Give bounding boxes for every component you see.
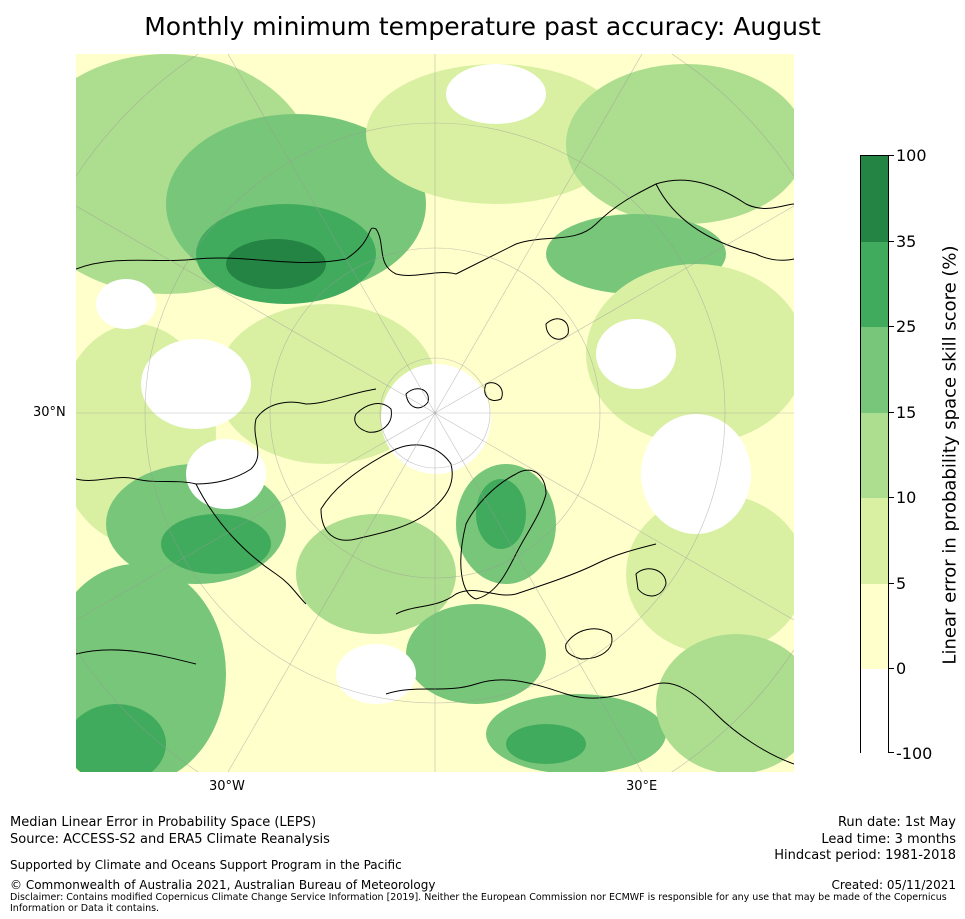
colorbar-label-15: 15 [896,403,917,422]
colorbar-tick [889,155,894,156]
footer-leps: Median Linear Error in Probability Space… [10,815,317,830]
footer-hindcast: Hindcast period: 1981-2018 [774,848,956,863]
footer-lead-time: Lead time: 3 months [821,832,956,847]
colorbar-label-25: 25 [896,317,917,336]
colorbar-label-10: 10 [896,488,917,507]
colorbar-seg-15-25 [861,327,888,413]
colorbar-tick [889,583,894,584]
colorbar-seg-10-15 [861,413,888,498]
colorbar-seg-0-5 [861,584,888,669]
colorbar-label-neg100: -100 [896,744,933,763]
footer-copyright: © Commonwealth of Australia 2021, Austra… [10,878,436,892]
colorbar-tick [889,497,894,498]
colorbar-tick [889,241,894,242]
polar-skill-map[interactable] [76,54,794,772]
colorbar-label-0: 0 [896,659,907,678]
colorbar-tick [889,752,894,753]
colorbar-title: Linear error in probability space skill … [939,245,961,665]
colorbar-tick [889,326,894,327]
colorbar-label-100: 100 [896,146,927,165]
chart-title: Monthly minimum temperature past accurac… [144,12,821,41]
graticule [76,54,794,772]
colorbar-label-5: 5 [896,574,907,593]
footer-created: Created: 05/11/2021 [831,878,956,892]
lon-label-30e: 30°E [626,779,658,794]
map-svg [76,54,794,772]
footer-source: Source: ACCESS-S2 and ERA5 Climate Reana… [10,832,330,847]
colorbar-seg-35-100 [861,156,888,242]
footer-disclaimer: Disclaimer: Contains modified Copernicus… [10,892,947,914]
colorbar-tick [889,668,894,669]
colorbar-seg-5-10 [861,498,888,584]
lon-label-30w: 30°W [209,779,245,794]
footer-run-date: Run date: 1st May [837,815,956,830]
skill-field [76,54,794,772]
colorbar-seg-neg100-0 [861,669,888,754]
lat-label-30n: 30°N [33,405,66,420]
colorbar [860,155,889,754]
footer-support: Supported by Climate and Oceans Support … [10,858,402,872]
colorbar-tick [889,412,894,413]
colorbar-seg-25-35 [861,242,888,327]
colorbar-label-35: 35 [896,232,917,251]
